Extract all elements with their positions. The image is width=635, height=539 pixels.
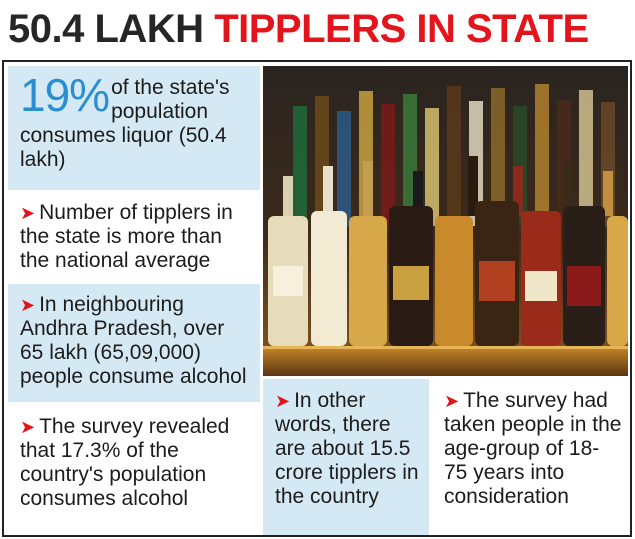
arrow-bullet-icon: ➤ — [20, 295, 36, 315]
bottles-illustration — [263, 66, 628, 376]
fact-box-2: ➤ In neighbouring Andhra Pradesh, over 65… — [8, 284, 260, 402]
stat-box: 19% of the state's population consumes l… — [8, 66, 260, 190]
stat-text: of the state's population consumes liquo… — [20, 76, 230, 171]
fact-box-4: ➤ In other words, there are about 15.5 cr… — [263, 379, 429, 535]
fact-box-3: ➤ The survey revealed that 17.3% of the c… — [8, 405, 260, 535]
fact-box-5: ➤ The survey had taken people in the age-… — [432, 379, 628, 535]
arrow-bullet-icon: ➤ — [275, 391, 291, 411]
headline: 50.4 LAKH TIPPLERS IN STATE — [0, 0, 635, 58]
fact-text-2: In neighbouring Andhra Pradesh, over 65 … — [20, 293, 247, 388]
liquor-bottles-photo — [263, 66, 628, 376]
fact-text-5: The survey had taken people in the age-g… — [444, 389, 622, 508]
infographic-frame: 19% of the state's population consumes l… — [2, 60, 632, 537]
fact-text-4: In other words, there are about 15.5 cro… — [275, 389, 419, 508]
stat-number: 19% — [20, 69, 110, 121]
arrow-bullet-icon: ➤ — [20, 417, 36, 437]
fact-text-3: The survey revealed that 17.3% of the co… — [20, 415, 230, 510]
arrow-bullet-icon: ➤ — [20, 203, 36, 223]
headline-part-1: 50.4 LAKH — [8, 7, 204, 51]
fact-text-1: Number of tipplers in the state is more … — [20, 201, 233, 272]
arrow-bullet-icon: ➤ — [444, 391, 460, 411]
fact-box-1: ➤ Number of tipplers in the state is more… — [8, 193, 260, 281]
headline-part-2: TIPPLERS IN STATE — [214, 7, 589, 51]
